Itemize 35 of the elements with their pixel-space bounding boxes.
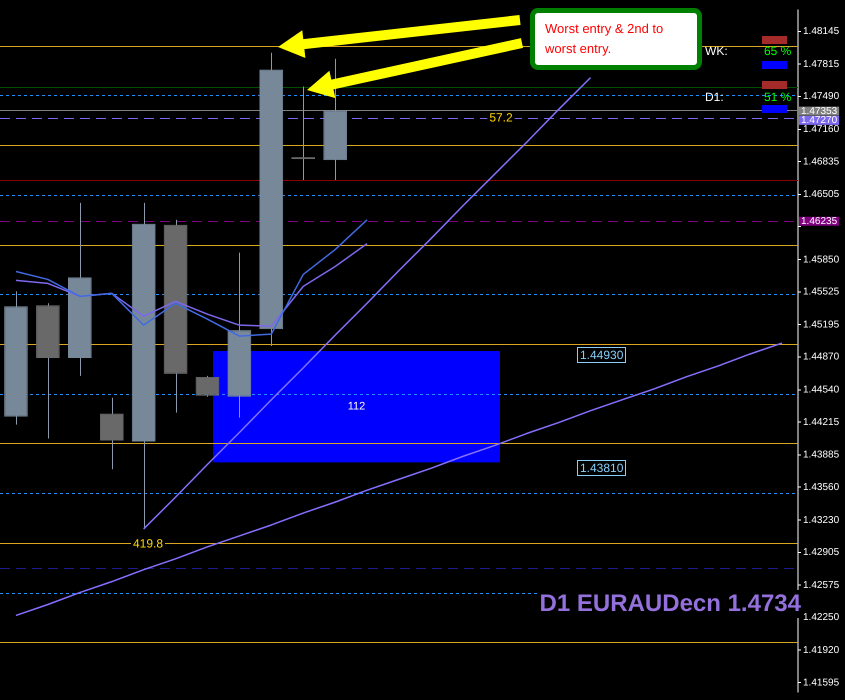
annotation: 51 % bbox=[764, 90, 792, 104]
y-tick-label: 1.47160 bbox=[803, 124, 840, 136]
band-label: 112 bbox=[348, 400, 366, 413]
ref-line-label: 1.47353 bbox=[801, 106, 838, 117]
y-tick-label: 1.41595 bbox=[803, 677, 840, 688]
ref-line-label: 1.47270 bbox=[801, 115, 838, 126]
annotation: 65 % bbox=[764, 44, 792, 58]
y-tick-label: 1.45195 bbox=[803, 319, 840, 330]
annotation: 419.8 bbox=[132, 536, 164, 550]
y-tick-label: 1.45850 bbox=[803, 254, 840, 266]
y-tick-label: 1.44540 bbox=[803, 384, 840, 396]
ref-line-label: 1.46235 bbox=[801, 216, 838, 228]
y-tick-label: 1.47490 bbox=[803, 91, 840, 102]
y-tick-label: 1.42905 bbox=[803, 547, 840, 558]
y-tick-label: 1.44215 bbox=[803, 416, 840, 428]
annotation: D1 EURAUDecn 1.4734 bbox=[540, 590, 801, 618]
y-tick-label: 1.45525 bbox=[803, 286, 840, 298]
y-tick-label: 1.46505 bbox=[803, 189, 840, 200]
y-tick-label: 1.47815 bbox=[803, 58, 840, 70]
callout-box: Worst entry & 2nd to worst entry. bbox=[530, 8, 702, 70]
y-tick-label: 1.42575 bbox=[803, 580, 840, 591]
y-tick-label: 1.44870 bbox=[803, 352, 840, 363]
annotation: 57.2 bbox=[489, 110, 513, 125]
y-tick-label: 1.42250 bbox=[803, 612, 840, 624]
annotation: WK: bbox=[705, 44, 728, 58]
candlestick bbox=[196, 375, 220, 398]
y-tick-label: 1.43560 bbox=[803, 482, 840, 493]
y-tick-label: 1.46835 bbox=[803, 156, 840, 168]
y-tick-label: 1.41920 bbox=[803, 644, 840, 656]
y-tick-label: 1.48145 bbox=[803, 26, 840, 38]
y-tick-label: 1.43885 bbox=[803, 450, 840, 461]
annotation: D1: bbox=[705, 90, 724, 104]
y-tick-label: 1.43230 bbox=[803, 514, 840, 526]
annotation: 1.43810 bbox=[577, 460, 626, 476]
annotation: 1.44930 bbox=[577, 347, 626, 363]
